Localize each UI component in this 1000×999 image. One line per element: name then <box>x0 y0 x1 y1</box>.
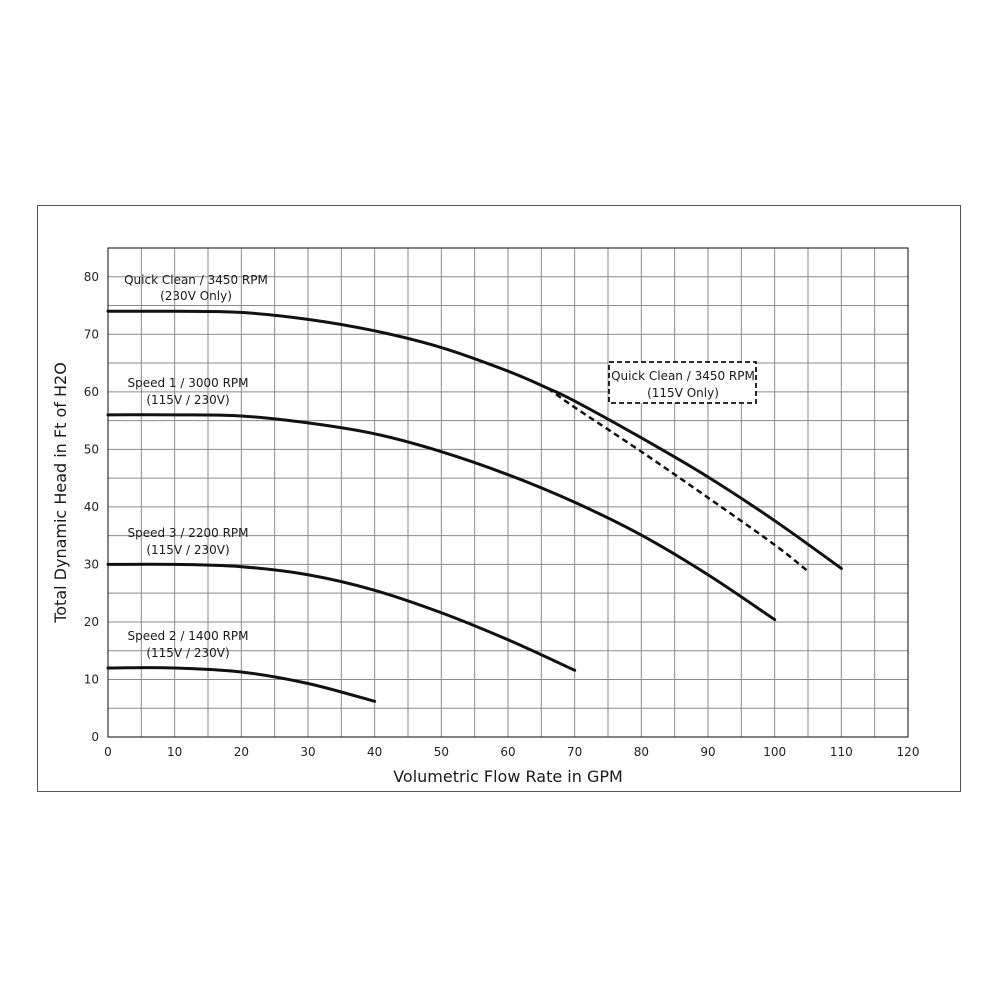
x-tick-label: 70 <box>567 745 582 759</box>
series-speed-2-label: Speed 2 / 1400 RPM (115V / 230V) <box>127 629 248 660</box>
grid <box>107 247 909 738</box>
y-tick-label: 10 <box>84 672 99 686</box>
curve-label-line-1: Speed 1 / 3000 RPM <box>127 376 248 390</box>
curve-labels: Quick Clean / 3450 RPM(230V Only)Quick C… <box>124 273 757 660</box>
y-tick-label: 40 <box>84 500 99 514</box>
plot-border <box>107 247 909 738</box>
curve-label-line-1: Quick Clean / 3450 RPM <box>124 273 268 287</box>
x-tick-label: 110 <box>830 745 853 759</box>
curve-label-line-2: (115V Only) <box>647 386 719 400</box>
series-speed-2-line <box>106 666 377 703</box>
pump-curve-chart: 0 10 20 30 40 50 60 70 80 90 100 110 120 0 10 20 30 40 50 6… <box>51 247 920 786</box>
curve-label-line-2: (230V Only) <box>160 289 232 303</box>
y-tick-label: 0 <box>91 730 99 744</box>
x-axis-title: Volumetric Flow Rate in GPM <box>393 767 623 786</box>
x-tick-label: 120 <box>897 745 920 759</box>
x-tick-label: 50 <box>434 745 449 759</box>
curve-label-line-1: Speed 2 / 1400 RPM <box>127 629 248 643</box>
series-speed-3-line <box>106 562 577 672</box>
x-tick-label: 80 <box>634 745 649 759</box>
x-tick-label: 30 <box>300 745 315 759</box>
series-quick-clean-115v-label: Quick Clean / 3450 RPM (115V Only) <box>608 361 757 404</box>
series-quick-clean-115v-line <box>547 387 809 573</box>
curve-label-line-1: Speed 3 / 2200 RPM <box>127 526 248 540</box>
series-quick-clean-230v-line <box>106 309 843 570</box>
curve-label-line-2: (115V / 230V) <box>146 543 229 557</box>
x-tick-label: 90 <box>700 745 715 759</box>
curve-label-line-2: (115V / 230V) <box>146 646 229 660</box>
y-tick-label: 50 <box>84 442 99 456</box>
axes: 0 10 20 30 40 50 60 70 80 90 100 110 120 0 10 20 30 40 50 6… <box>84 270 920 759</box>
curve-label-line-2: (115V / 230V) <box>146 393 229 407</box>
series-quick-clean-230v-label: Quick Clean / 3450 RPM (230V Only) <box>124 273 268 303</box>
x-tick-label: 40 <box>367 745 382 759</box>
y-tick-label: 30 <box>84 557 99 571</box>
x-tick-label: 10 <box>167 745 182 759</box>
y-axis-title: Total Dynamic Head in Ft of H2O <box>51 362 70 624</box>
series-speed-1-line <box>106 413 777 622</box>
x-tick-label: 0 <box>104 745 112 759</box>
chart-frame: 0 10 20 30 40 50 60 70 80 90 100 110 120 0 10 20 30 40 50 6… <box>37 205 961 792</box>
x-tick-label: 60 <box>500 745 515 759</box>
dashed-label-box <box>608 361 757 404</box>
x-tick-label: 100 <box>763 745 786 759</box>
series-speed-1-label: Speed 1 / 3000 RPM (115V / 230V) <box>127 376 248 407</box>
x-tick-label: 20 <box>234 745 249 759</box>
curves <box>106 309 843 703</box>
curve-label-line-1: Quick Clean / 3450 RPM <box>611 369 755 383</box>
y-tick-label: 70 <box>84 327 99 341</box>
y-tick-label: 60 <box>84 385 99 399</box>
series-speed-3-label: Speed 3 / 2200 RPM (115V / 230V) <box>127 526 248 557</box>
y-tick-label: 20 <box>84 615 99 629</box>
y-tick-label: 80 <box>84 270 99 284</box>
